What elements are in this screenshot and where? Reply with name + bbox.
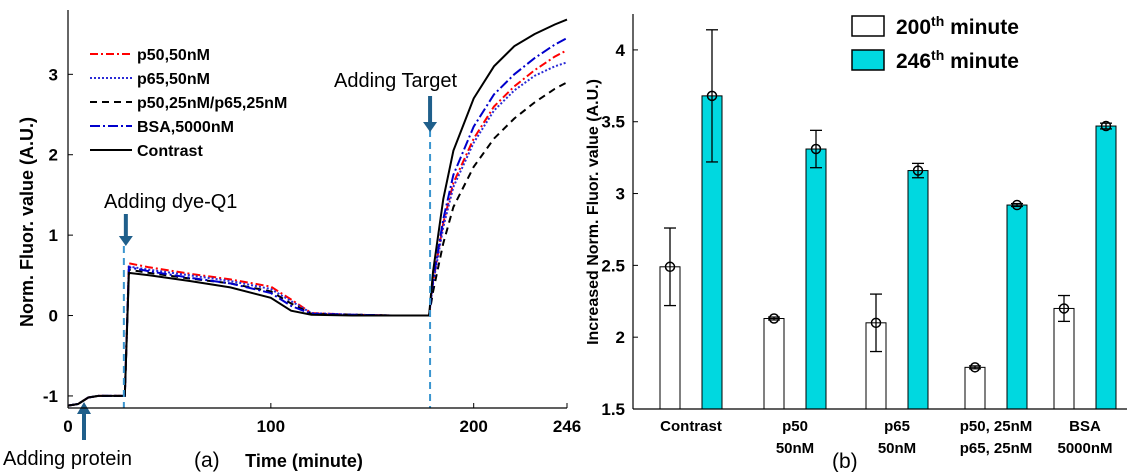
y-tick-label: 1	[49, 226, 58, 245]
legend-swatch	[851, 49, 885, 71]
data-marker	[1058, 303, 1070, 314]
axes-group: 1.5 2 2.5 3 3.5 4 Contrast p50 50nM p65 50nM p50, 2…	[601, 14, 1127, 457]
data-marker	[706, 90, 718, 102]
x-tick-label: 200	[460, 417, 488, 436]
legend-label: Contrast	[137, 143, 203, 160]
x-tick-label: Contrast	[660, 418, 722, 435]
legend-label: p65,50nM	[137, 71, 210, 88]
annotation-protein: Adding protein	[3, 448, 132, 470]
series-line	[67, 18, 568, 407]
bar	[907, 170, 929, 410]
bar	[763, 318, 785, 410]
series-group	[67, 18, 568, 407]
y-tick-label: 2.5	[601, 256, 625, 275]
annotation-target: Adding Target	[334, 70, 458, 92]
y-tick-label: 3	[616, 185, 625, 204]
data-marker	[912, 165, 924, 176]
y-tick-label: 4	[616, 41, 626, 60]
y-tick-label: 2	[616, 328, 625, 347]
x-tick-label: p65, 25nM	[960, 440, 1033, 457]
y-tick-label: 3	[49, 65, 58, 84]
data-marker	[664, 261, 676, 273]
panel-label-a: (a)	[194, 449, 220, 472]
bar-chart-panel: 1.5 2 2.5 3 3.5 4 Contrast p50 50nM p65 50nM p50, 2…	[585, 13, 1127, 472]
data-marker	[870, 317, 882, 329]
x-tick-label: 100	[257, 417, 285, 436]
y-tick-label: 1.5	[601, 400, 625, 419]
y-axis-label: Norm. Fluor. value (A.U.)	[17, 117, 37, 327]
legend-label: 246th minute	[896, 47, 1019, 73]
annotation-dye: Adding dye-Q1	[104, 191, 237, 213]
y-tick-label: 0	[49, 307, 58, 326]
bar	[1006, 204, 1028, 410]
x-tick-label: p65	[884, 418, 910, 435]
bar	[1095, 125, 1117, 410]
x-tick-label: 50nM	[776, 440, 814, 457]
legend-label: p50,25nM/p65,25nM	[137, 95, 287, 112]
x-tick-label: 246	[553, 417, 581, 436]
dye-arrow-head	[118, 236, 133, 246]
axes-group: -1 0 1 2 3 0 100 200 246	[43, 10, 581, 436]
annotation-group: Adding dye-Q1 Adding Target Adding protein	[3, 70, 458, 470]
legend: 200th minute 246th minute	[851, 13, 1019, 73]
legend: p50,50nM p65,50nM p50,25nM/p65,25nM BSA,500…	[90, 47, 287, 160]
data-marker	[1011, 199, 1023, 211]
x-tick-label: p50	[782, 418, 808, 435]
y-axis-label: Increased Norm. Fluor. value (A.U.)	[585, 79, 602, 345]
series-line	[67, 37, 568, 407]
legend-swatch	[851, 15, 885, 37]
y-tick-label: 3.5	[601, 113, 625, 132]
bar	[1053, 307, 1075, 410]
legend-label: p50,50nM	[137, 47, 210, 64]
data-marker	[768, 313, 780, 324]
series-line	[67, 61, 568, 407]
legend-label: 200th minute	[896, 13, 1019, 39]
bars-group	[659, 29, 1117, 410]
line-chart-panel: Adding dye-Q1 Adding Target Adding protein…	[3, 10, 581, 472]
panel-label-b: (b)	[832, 450, 858, 472]
x-tick-label: p50, 25nM	[960, 418, 1033, 435]
x-axis-label: Time (minute)	[245, 451, 363, 471]
x-tick-label: BSA	[1069, 418, 1101, 435]
data-marker	[969, 362, 981, 373]
data-marker	[1100, 120, 1112, 132]
x-tick-label: 50nM	[878, 440, 916, 457]
legend-label: BSA,5000nM	[137, 119, 234, 136]
bar	[964, 366, 986, 410]
y-tick-label: 2	[49, 146, 58, 165]
x-tick-label: 0	[63, 417, 72, 436]
target-arrow-head	[423, 122, 438, 132]
bar	[805, 148, 827, 410]
data-marker	[810, 143, 822, 155]
y-tick-label: -1	[43, 387, 58, 406]
x-tick-label: 5000nM	[1057, 440, 1112, 457]
